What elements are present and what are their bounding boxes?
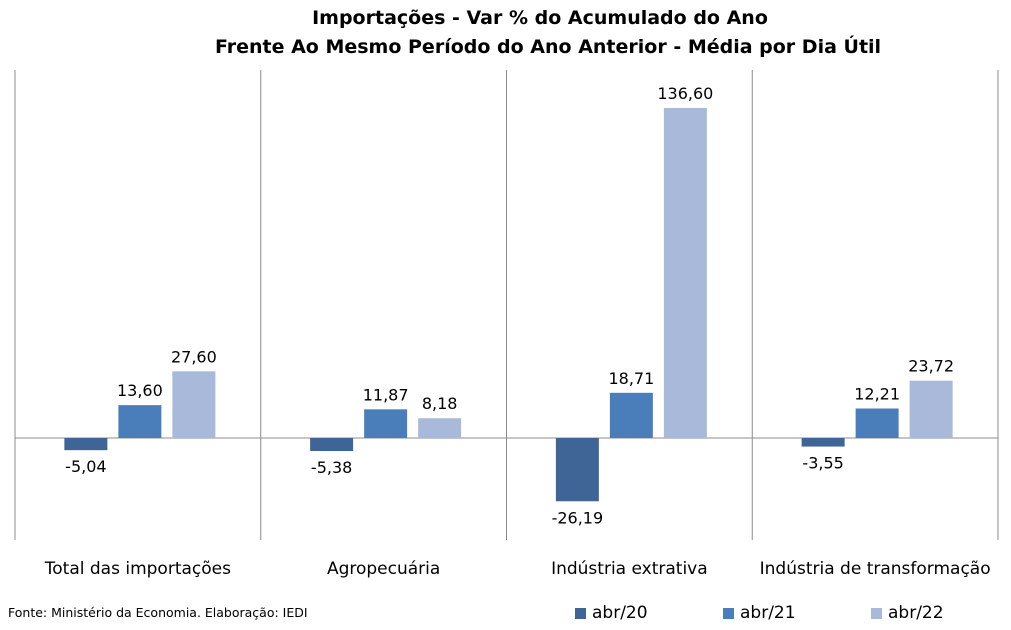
- category-label: Agropecuária: [327, 559, 440, 579]
- legend-swatch: [575, 607, 586, 619]
- legend-item: abr/22: [871, 603, 1011, 623]
- legend: abr/20 abr/21 abr/22: [575, 603, 1011, 623]
- legend-label: abr/22: [888, 603, 944, 623]
- bar-abr-22: [172, 371, 216, 438]
- category-label: Total das importações: [44, 559, 231, 579]
- data-label: 13,60: [117, 381, 163, 400]
- bar-abr-21: [609, 392, 653, 438]
- source-note: Fonte: Ministério da Economia. Elaboraçã…: [8, 605, 308, 620]
- bar-abr-22: [909, 380, 953, 438]
- data-label: 23,72: [908, 357, 954, 376]
- plot-area: -5,04 13,60 27,60 Total das importações -5,3…: [14, 70, 999, 579]
- data-label: 8,18: [422, 394, 458, 413]
- legend-item: abr/20: [575, 603, 723, 623]
- bar-abr-22: [418, 418, 462, 438]
- category-label: Indústria de transformação: [760, 559, 991, 579]
- data-label: -26,19: [552, 508, 604, 527]
- bar-abr-20: [310, 438, 354, 451]
- data-label: -5,38: [311, 458, 352, 477]
- data-label: 12,21: [854, 385, 900, 404]
- bar-abr-20: [64, 438, 108, 451]
- legend-label: abr/20: [592, 603, 648, 623]
- legend-item: abr/21: [723, 603, 871, 623]
- bar-abr-20: [555, 438, 599, 502]
- bar-abr-21: [855, 408, 899, 438]
- bar-abr-21: [118, 405, 162, 438]
- bar-chart: Importações - Var % do Acumulado do Ano …: [14, 7, 999, 579]
- bar-abr-20: [801, 438, 845, 447]
- bar-abr-22: [663, 108, 707, 438]
- legend-label: abr/21: [740, 603, 796, 623]
- legend-swatch: [871, 607, 882, 619]
- legend-swatch: [723, 607, 734, 619]
- bar-abr-21: [364, 409, 408, 438]
- chart-title: Importações - Var % do Acumulado do Ano: [312, 7, 768, 29]
- data-label: -5,04: [65, 457, 106, 476]
- data-label: 136,60: [657, 84, 713, 103]
- chart-subtitle: Frente Ao Mesmo Período do Ano Anterior …: [215, 34, 881, 58]
- data-label: 11,87: [363, 385, 409, 404]
- category-label: Indústria extrativa: [551, 559, 708, 579]
- data-label: -3,55: [802, 454, 843, 473]
- data-label: 18,71: [608, 369, 654, 388]
- data-label: 27,60: [171, 347, 217, 366]
